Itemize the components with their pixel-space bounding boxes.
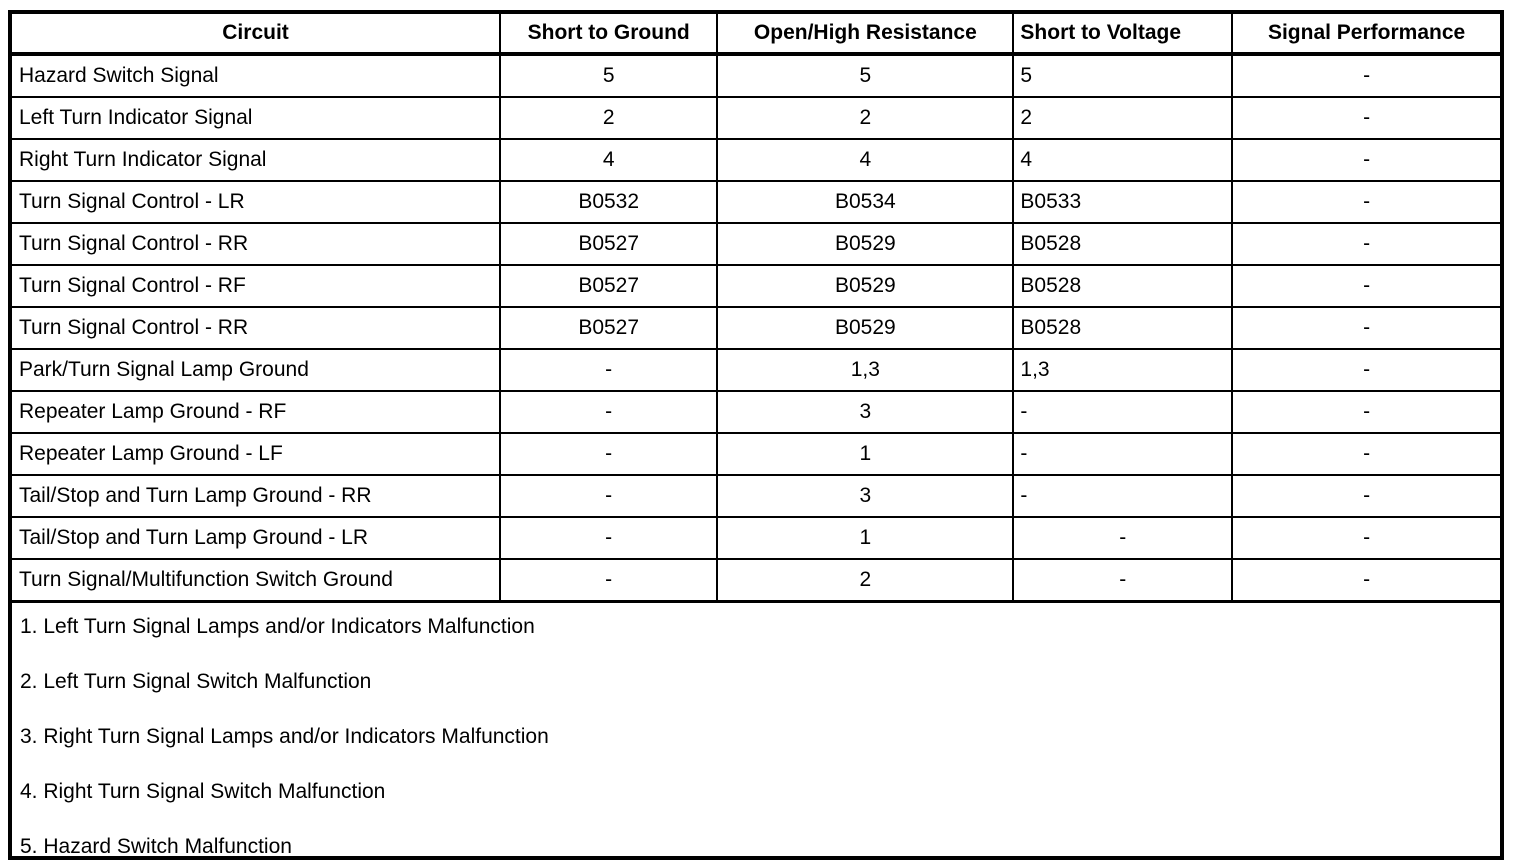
table-row: Turn Signal/Multifunction Switch Ground … (12, 558, 1500, 600)
column-header-open-high-resistance: Open/High Resistance (716, 14, 1015, 56)
cell-circuit: Repeater Lamp Ground - LF (12, 432, 502, 476)
cell-signal-performance: - (1231, 558, 1500, 600)
cell-short-to-ground: 5 (499, 53, 719, 98)
cell-circuit: Turn Signal Control - RR (12, 306, 502, 350)
cell-open-high-resistance: B0534 (716, 180, 1015, 224)
column-header-short-to-voltage: Short to Voltage (1012, 14, 1234, 56)
footnote: 3. Right Turn Signal Lamps and/or Indica… (20, 725, 549, 748)
cell-short-to-ground: 4 (499, 138, 719, 182)
cell-circuit: Turn Signal/Multifunction Switch Ground (12, 558, 502, 600)
header-row: Circuit Short to Ground Open/High Resist… (12, 14, 1500, 56)
cell-short-to-voltage: - (1012, 516, 1234, 560)
cell-short-to-voltage: - (1012, 474, 1234, 518)
cell-open-high-resistance: 3 (716, 390, 1015, 434)
cell-circuit: Park/Turn Signal Lamp Ground (12, 348, 502, 392)
cell-open-high-resistance: B0529 (716, 264, 1015, 308)
cell-open-high-resistance: B0529 (716, 222, 1015, 266)
cell-circuit: Turn Signal Control - LR (12, 180, 502, 224)
table-row: Right Turn Indicator Signal 4 4 4 - (12, 138, 1500, 182)
cell-signal-performance: - (1231, 96, 1500, 140)
cell-short-to-ground: - (499, 390, 719, 434)
cell-signal-performance: - (1231, 432, 1500, 476)
cell-signal-performance: - (1231, 474, 1500, 518)
cell-short-to-ground: B0527 (499, 222, 719, 266)
table-row: Repeater Lamp Ground - LF - 1 - - (12, 432, 1500, 476)
cell-short-to-voltage: 5 (1012, 53, 1234, 98)
cell-short-to-ground: - (499, 516, 719, 560)
cell-short-to-voltage: - (1012, 432, 1234, 476)
cell-open-high-resistance: 1 (716, 516, 1015, 560)
cell-short-to-ground: B0527 (499, 306, 719, 350)
cell-circuit: Turn Signal Control - RF (12, 264, 502, 308)
table-row: Left Turn Indicator Signal 2 2 2 - (12, 96, 1500, 140)
dtc-table-frame: Circuit Short to Ground Open/High Resist… (8, 10, 1504, 860)
turn-signal-dtc-table: Circuit Short to Ground Open/High Resist… (12, 14, 1500, 600)
cell-circuit: Tail/Stop and Turn Lamp Ground - LR (12, 516, 502, 560)
footnote: 4. Right Turn Signal Switch Malfunction (20, 780, 386, 803)
cell-open-high-resistance: 5 (716, 53, 1015, 98)
cell-short-to-ground: - (499, 432, 719, 476)
cell-signal-performance: - (1231, 390, 1500, 434)
table-row: Turn Signal Control - RF B0527 B0529 B05… (12, 264, 1500, 308)
cell-open-high-resistance: 3 (716, 474, 1015, 518)
table-row: Park/Turn Signal Lamp Ground - 1,3 1,3 - (12, 348, 1500, 392)
table-row: Turn Signal Control - LR B0532 B0534 B05… (12, 180, 1500, 224)
column-header-signal-performance: Signal Performance (1231, 14, 1500, 56)
cell-circuit: Tail/Stop and Turn Lamp Ground - RR (12, 474, 502, 518)
cell-short-to-voltage: B0528 (1012, 306, 1234, 350)
cell-short-to-voltage: B0528 (1012, 222, 1234, 266)
cell-short-to-voltage: - (1012, 390, 1234, 434)
cell-signal-performance: - (1231, 222, 1500, 266)
cell-short-to-ground: - (499, 558, 719, 600)
table-row: Tail/Stop and Turn Lamp Ground - RR - 3 … (12, 474, 1500, 518)
cell-open-high-resistance: 4 (716, 138, 1015, 182)
cell-short-to-ground: - (499, 348, 719, 392)
table-row: Turn Signal Control - RR B0527 B0529 B05… (12, 222, 1500, 266)
footnote: 1. Left Turn Signal Lamps and/or Indicat… (20, 615, 535, 638)
table-row: Tail/Stop and Turn Lamp Ground - LR - 1 … (12, 516, 1500, 560)
table-row: Hazard Switch Signal 5 5 5 - (12, 53, 1500, 98)
cell-open-high-resistance: B0529 (716, 306, 1015, 350)
cell-open-high-resistance: 2 (716, 558, 1015, 600)
cell-circuit: Hazard Switch Signal (12, 53, 502, 98)
cell-open-high-resistance: 1 (716, 432, 1015, 476)
cell-circuit: Turn Signal Control - RR (12, 222, 502, 266)
cell-signal-performance: - (1231, 138, 1500, 182)
footnote-legend: 1. Left Turn Signal Lamps and/or Indicat… (12, 600, 1500, 857)
cell-short-to-voltage: 1,3 (1012, 348, 1234, 392)
cell-short-to-voltage: 2 (1012, 96, 1234, 140)
cell-signal-performance: - (1231, 180, 1500, 224)
cell-short-to-voltage: 4 (1012, 138, 1234, 182)
footnote: 2. Left Turn Signal Switch Malfunction (20, 670, 372, 693)
cell-short-to-ground: 2 (499, 96, 719, 140)
cell-short-to-voltage: - (1012, 558, 1234, 600)
cell-open-high-resistance: 2 (716, 96, 1015, 140)
table-row: Turn Signal Control - RR B0527 B0529 B05… (12, 306, 1500, 350)
cell-short-to-ground: B0527 (499, 264, 719, 308)
footnote: 5. Hazard Switch Malfunction (20, 835, 292, 858)
cell-signal-performance: - (1231, 264, 1500, 308)
column-header-circuit: Circuit (12, 14, 502, 56)
table-row: Repeater Lamp Ground - RF - 3 - - (12, 390, 1500, 434)
cell-circuit: Left Turn Indicator Signal (12, 96, 502, 140)
cell-signal-performance: - (1231, 53, 1500, 98)
cell-short-to-voltage: B0528 (1012, 264, 1234, 308)
table-body: Hazard Switch Signal 5 5 5 - Left Turn I… (12, 53, 1500, 600)
cell-short-to-voltage: B0533 (1012, 180, 1234, 224)
cell-circuit: Right Turn Indicator Signal (12, 138, 502, 182)
cell-open-high-resistance: 1,3 (716, 348, 1015, 392)
cell-short-to-ground: - (499, 474, 719, 518)
cell-signal-performance: - (1231, 516, 1500, 560)
cell-circuit: Repeater Lamp Ground - RF (12, 390, 502, 434)
cell-short-to-ground: B0532 (499, 180, 719, 224)
cell-signal-performance: - (1231, 306, 1500, 350)
column-header-short-to-ground: Short to Ground (499, 14, 719, 56)
cell-signal-performance: - (1231, 348, 1500, 392)
